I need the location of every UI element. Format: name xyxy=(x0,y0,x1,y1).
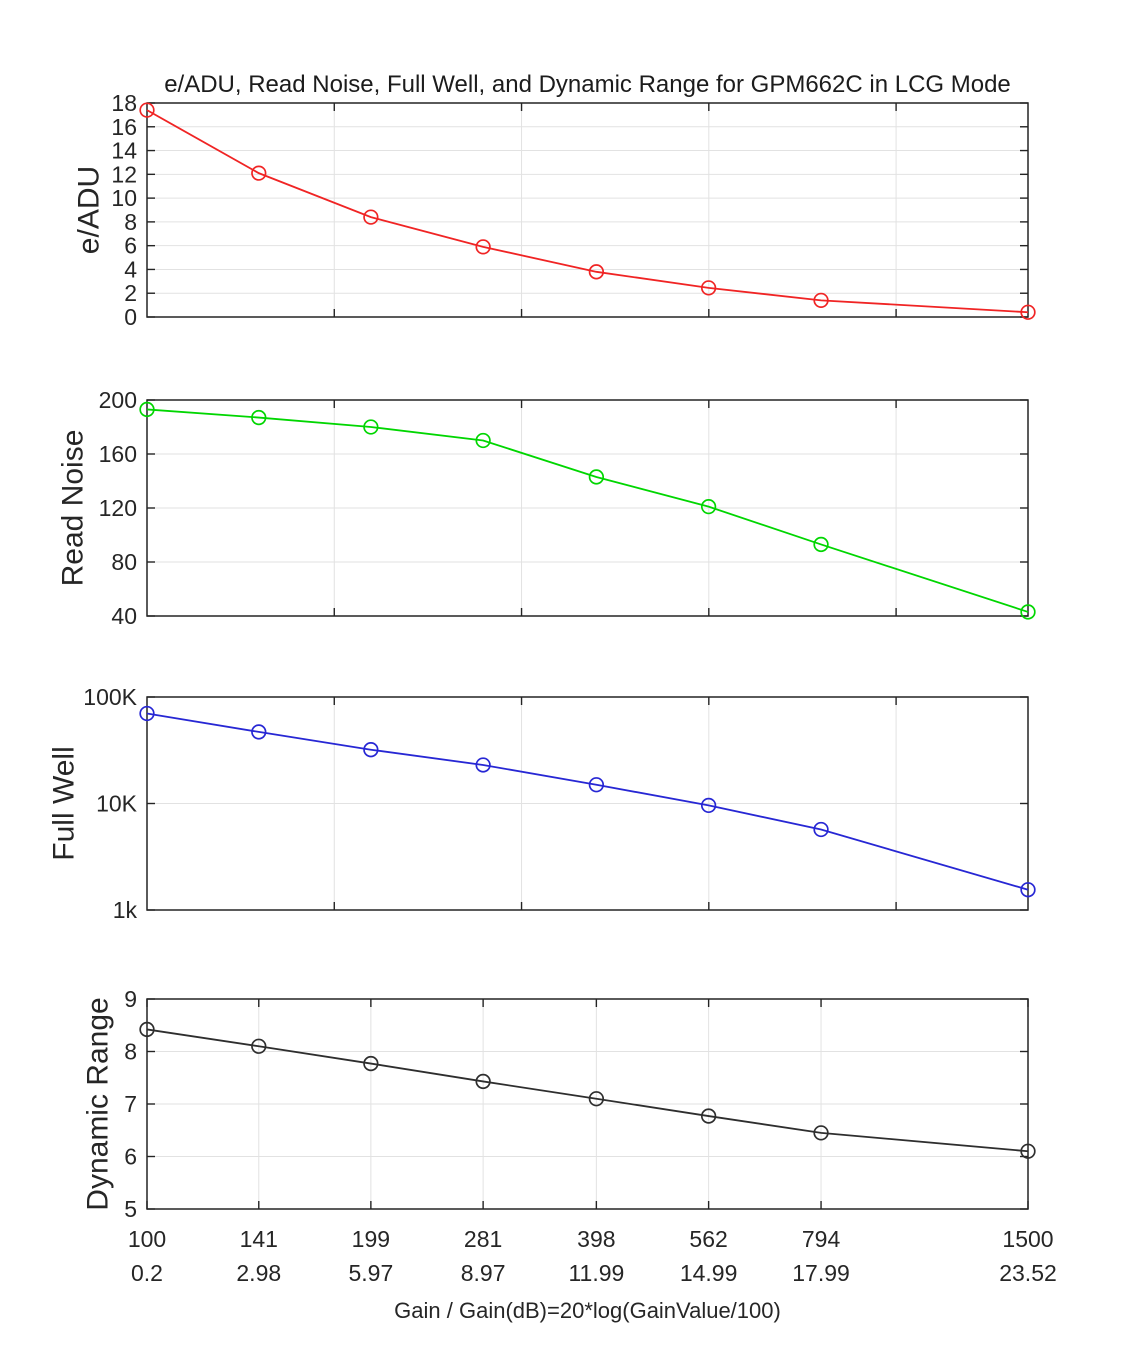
data-point-marker xyxy=(475,239,491,255)
y-tick-label: 5 xyxy=(124,1196,137,1222)
data-point-marker xyxy=(700,280,717,296)
data-point-marker xyxy=(139,401,155,418)
subplot-3-full-well: 1k 10K 100K Full Well xyxy=(48,684,1036,923)
data-point-marker xyxy=(363,209,379,225)
x-axis-title: Gain / Gain(dB)=20*log(GainValue/100) xyxy=(394,1298,781,1323)
y-tick-label: 8 xyxy=(124,209,137,235)
y-tick-label: 6 xyxy=(124,233,137,259)
axes-frame xyxy=(146,102,1029,318)
y-tick-label: 8 xyxy=(124,1039,137,1065)
data-point-marker xyxy=(1020,604,1036,620)
y-tick-label: 16 xyxy=(111,114,137,140)
y-axis-label: Full Well xyxy=(48,746,81,860)
series-line xyxy=(146,408,1029,613)
gain-db-tick-label: 14.99 xyxy=(680,1260,738,1286)
data-point-marker xyxy=(1020,1143,1036,1159)
data-point-marker xyxy=(700,1108,717,1124)
y-tick-label: 80 xyxy=(111,549,137,575)
gain-db-tick-label: 11.99 xyxy=(568,1260,624,1286)
gain-tick-label: 1500 xyxy=(1002,1226,1053,1252)
y-axis-label: e/ADU xyxy=(73,166,106,254)
y-tick-label: 18 xyxy=(111,90,137,116)
gain-db-tick-label: 17.99 xyxy=(792,1260,850,1286)
data-point-marker xyxy=(813,292,829,309)
y-tick-label: 10K xyxy=(96,791,138,817)
gain-tick-label: 141 xyxy=(240,1226,278,1252)
data-point-marker xyxy=(700,499,717,515)
y-tick-label: 0 xyxy=(124,304,137,330)
y-tick-label: 14 xyxy=(111,138,137,164)
data-point-marker xyxy=(475,432,491,449)
y-axis-label: Dynamic Range xyxy=(82,997,115,1210)
data-point-marker xyxy=(475,757,491,773)
data-point-marker xyxy=(700,797,717,814)
gain-tick-label: 100 xyxy=(128,1226,166,1252)
x-axis-labels: 100 0.2 141 2.98 199 5.97 281 8.97 398 11.99 562 14… xyxy=(128,1226,1057,1286)
y-tick-label: 100K xyxy=(83,684,137,710)
chart-title: e/ADU, Read Noise, Full Well, and Dynami… xyxy=(164,71,1011,98)
y-tick-label: 120 xyxy=(99,495,137,521)
gain-db-tick-label: 0.2 xyxy=(131,1260,163,1286)
y-tick-label: 7 xyxy=(124,1091,137,1117)
y-tick-label: 1k xyxy=(113,897,138,923)
gain-tick-label: 281 xyxy=(464,1226,502,1252)
gain-tick-label: 199 xyxy=(352,1226,390,1252)
data-point-marker xyxy=(1020,304,1036,320)
gain-tick-label: 562 xyxy=(689,1226,727,1252)
data-point-marker xyxy=(813,1125,829,1141)
data-point-marker xyxy=(1020,882,1036,898)
y-tick-label: 40 xyxy=(111,603,137,629)
y-tick-label: 10 xyxy=(111,185,137,211)
data-point-marker xyxy=(139,102,155,118)
y-tick-label: 2 xyxy=(124,280,137,306)
series-line xyxy=(146,1028,1029,1153)
y-axis-label: Read Noise xyxy=(57,430,90,587)
data-point-marker xyxy=(251,409,267,426)
data-point-marker xyxy=(251,724,267,740)
gain-tick-label: 398 xyxy=(577,1226,615,1252)
gain-db-tick-label: 2.98 xyxy=(236,1260,281,1286)
subplot-4-dynamic-range: 5 6 7 8 9 Dynamic Range xyxy=(82,986,1036,1222)
gain-db-tick-label: 8.97 xyxy=(461,1260,506,1286)
data-point-marker xyxy=(363,1055,379,1072)
data-point-marker xyxy=(588,264,605,280)
data-point-marker xyxy=(139,705,155,722)
subplot-2-read-noise: 40 80 120 160 200 Read Noise xyxy=(57,387,1036,629)
gain-tick-label: 794 xyxy=(802,1226,841,1252)
data-point-marker xyxy=(139,1021,155,1038)
data-point-marker xyxy=(813,821,829,838)
y-tick-label: 160 xyxy=(99,441,137,467)
data-point-marker xyxy=(813,536,829,553)
y-tick-label: 6 xyxy=(124,1144,137,1170)
series-line xyxy=(146,109,1029,314)
gain-db-tick-label: 5.97 xyxy=(348,1260,393,1286)
data-point-marker xyxy=(251,1038,267,1054)
gain-db-tick-label: 23.52 xyxy=(999,1260,1057,1286)
data-point-marker xyxy=(588,1091,605,1107)
y-tick-label: 4 xyxy=(124,256,137,282)
data-point-marker xyxy=(475,1073,491,1090)
y-tick-label: 9 xyxy=(124,986,137,1012)
series-line xyxy=(146,712,1029,891)
data-point-marker xyxy=(588,777,605,793)
data-point-marker xyxy=(588,469,605,485)
data-point-marker xyxy=(363,742,379,758)
data-point-marker xyxy=(363,419,379,435)
y-tick-label: 200 xyxy=(99,387,137,413)
data-point-marker xyxy=(251,165,267,181)
y-tick-label: 12 xyxy=(111,161,137,187)
